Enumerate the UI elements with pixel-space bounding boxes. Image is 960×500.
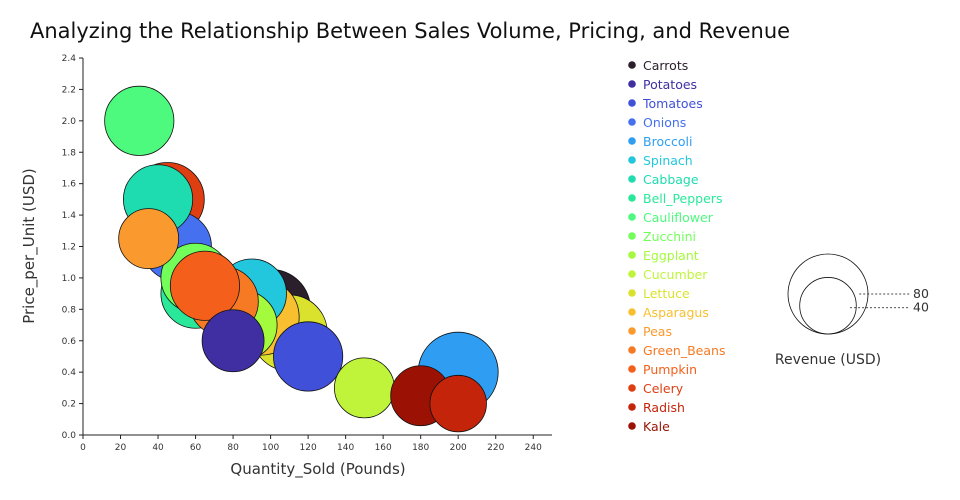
x-tick-label: 200 xyxy=(450,443,467,453)
y-tick-label: 1.4 xyxy=(62,211,77,221)
size-legend-title: Revenue (USD) xyxy=(775,352,881,368)
legend-item-label: Tomatoes xyxy=(642,96,703,111)
legend-marker xyxy=(628,137,636,145)
x-tick-label: 80 xyxy=(227,443,239,453)
legend-item-label: Celery xyxy=(643,381,684,396)
bubble-tomatoes xyxy=(273,321,344,392)
legend-item-label: Peas xyxy=(643,324,672,339)
legend-item-label: Radish xyxy=(643,400,685,415)
plot-area: 0 20 40 60 80 100 120 140 160 180 200 220 240 0.0 0.2 0… xyxy=(62,54,552,453)
bubble-peas xyxy=(118,208,180,270)
legend-item-label: Eggplant xyxy=(643,248,699,263)
x-tick-label: 60 xyxy=(190,443,202,453)
legend-marker xyxy=(628,61,636,69)
legend-marker xyxy=(628,194,636,202)
legend-item-label: Bell_Peppers xyxy=(643,191,722,206)
y-tick-label: 1.0 xyxy=(62,274,77,284)
y-tick-label: 0.6 xyxy=(62,337,77,347)
legend-item-label: Zucchini xyxy=(643,229,696,244)
legend-item-label: Lettuce xyxy=(643,286,690,301)
legend-item-label: Cabbage xyxy=(643,172,699,187)
chart-title: Analyzing the Relationship Between Sales… xyxy=(30,19,790,43)
legend-marker xyxy=(628,308,636,316)
bubble-pumpkin xyxy=(169,250,240,321)
legend-marker xyxy=(628,384,636,392)
size-legend-circle xyxy=(787,253,869,335)
legend-marker xyxy=(628,156,636,164)
x-tick-label: 240 xyxy=(525,443,542,453)
y-tick-label: 0.4 xyxy=(62,368,77,378)
bubble-radish xyxy=(429,374,487,433)
legend-marker xyxy=(628,232,636,240)
legend-item-label: Broccoli xyxy=(643,134,692,149)
x-tick-label: 160 xyxy=(375,443,392,453)
y-tick-label: 2.4 xyxy=(62,54,77,64)
y-tick-label: 2.0 xyxy=(62,117,77,127)
legend-item-label: Potatoes xyxy=(643,77,697,92)
legend-item-label: Green_Beans xyxy=(643,343,725,358)
x-tick-label: 20 xyxy=(115,443,127,453)
y-tick-label: 2.2 xyxy=(62,85,76,95)
x-tick-label: 220 xyxy=(487,443,504,453)
size-legend-value: 80 xyxy=(913,286,929,301)
bubble-potatoes xyxy=(201,309,265,373)
legend-item-label: Cauliflower xyxy=(643,210,714,225)
legend-item-label: Carrots xyxy=(643,58,688,73)
y-tick-label: 0.0 xyxy=(62,431,77,441)
legend-marker xyxy=(628,175,636,183)
bubble-cauliflower xyxy=(104,85,175,156)
x-axis-title: Quantity_Sold (Pounds) xyxy=(230,460,405,479)
legend-marker xyxy=(628,270,636,278)
bubble-cucumber xyxy=(333,357,395,419)
legend-marker xyxy=(628,251,636,259)
legend-marker xyxy=(628,346,636,354)
x-tick-label: 0 xyxy=(80,443,86,453)
legend-marker xyxy=(628,403,636,411)
x-tick-label: 100 xyxy=(262,443,279,453)
legend-marker xyxy=(628,80,636,88)
legend-item-label: Asparagus xyxy=(643,305,709,320)
size-legend-circle xyxy=(799,277,857,335)
y-tick-label: 1.2 xyxy=(62,243,76,253)
legend-marker xyxy=(628,118,636,126)
legend-item-label: Spinach xyxy=(643,153,693,168)
legend-marker xyxy=(628,327,636,335)
legend-marker xyxy=(628,422,636,430)
legend-marker xyxy=(628,289,636,297)
legend-item-label: Onions xyxy=(643,115,686,130)
y-tick-label: 0.2 xyxy=(62,400,76,410)
legend: Carrots Potatoes Tomatoes Onions Broccoli Spi… xyxy=(628,58,725,434)
legend-item-label: Kale xyxy=(643,419,670,434)
legend-marker xyxy=(628,213,636,221)
y-tick-label: 0.8 xyxy=(62,305,77,315)
x-tick-label: 140 xyxy=(337,443,354,453)
x-tick-label: 180 xyxy=(412,443,429,453)
y-axis-title: Price_per_Unit (USD) xyxy=(20,168,39,324)
x-tick-label: 120 xyxy=(300,443,317,453)
legend-marker xyxy=(628,99,636,107)
x-tick-label: 40 xyxy=(152,443,164,453)
size-legend-value: 40 xyxy=(913,300,929,315)
y-tick-label: 1.8 xyxy=(62,148,77,158)
legend-marker xyxy=(628,365,636,373)
y-tick-label: 1.6 xyxy=(62,180,77,190)
legend-item-label: Pumpkin xyxy=(643,362,697,377)
legend-item-label: Cucumber xyxy=(643,267,708,282)
